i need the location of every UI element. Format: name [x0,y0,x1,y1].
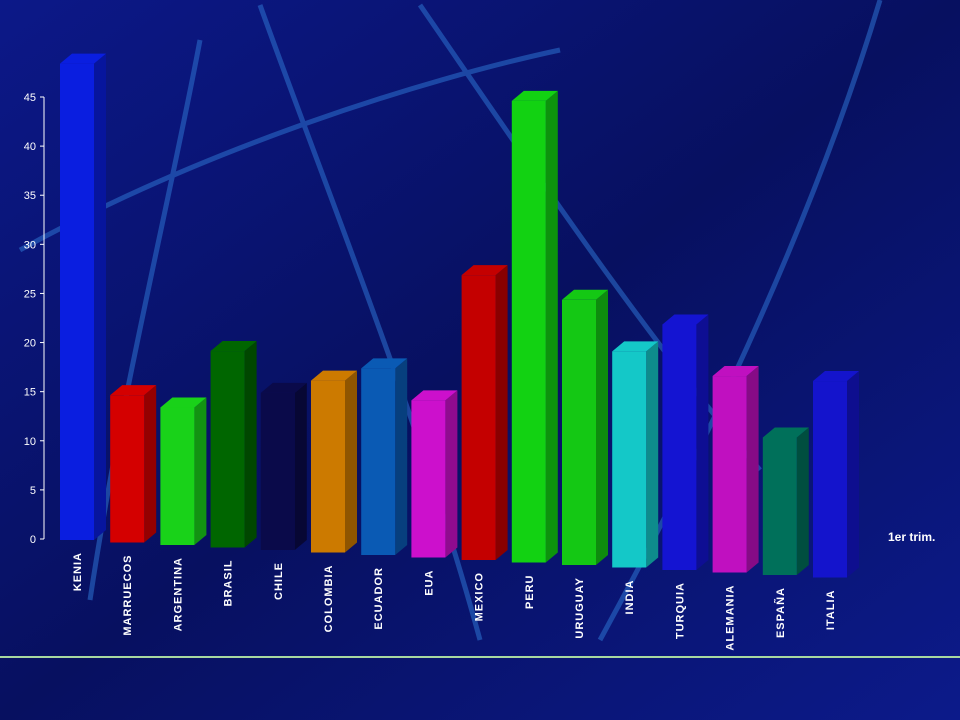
bar-side [746,366,759,573]
bar-top [311,370,357,381]
bar-side [596,289,608,565]
y-tick-label: 0 [30,534,36,546]
bar [110,395,145,543]
bar-top [762,427,809,438]
bar-side [495,265,508,560]
x-tick-label: EUA [423,570,435,596]
bar-top [461,265,508,276]
bar-top [110,385,157,396]
bar-top [612,341,659,352]
x-tick-label: INDIA [624,580,636,615]
bar-side [847,371,859,578]
bar-top [662,314,709,325]
bar [662,324,697,570]
bar-side [545,90,558,563]
bar-top [260,382,307,393]
bar [612,351,647,568]
x-tick-label: BRASIL [223,560,235,607]
bar [361,368,396,555]
bar [260,392,295,550]
bar-top [210,341,257,352]
bar [712,376,747,573]
x-tick-label: ECUADOR [373,567,385,630]
y-tick-label: 5 [30,485,36,497]
bar-side [244,341,257,548]
bar [562,299,596,565]
bar-side [445,390,458,558]
bar-top [813,371,859,382]
x-tick-label: MARRUECOS [122,555,134,636]
x-tick-label: PERU [524,575,536,610]
x-tick-label: ALEMANIA [725,585,737,651]
bar [762,437,797,575]
bar [411,400,446,558]
bar-top [160,397,207,408]
bar-side [294,382,307,550]
y-tick-label: 10 [24,436,36,448]
y-tick-label: 15 [24,387,36,399]
bar-top [511,90,558,101]
bar-side [796,427,809,575]
bar [210,351,245,548]
x-tick-label: URUGUAY [574,577,586,639]
bar-side [345,370,357,553]
bar-top [712,366,759,377]
bar-side [144,385,157,543]
x-tick-label: CHILE [273,562,285,600]
bar-top [60,53,106,64]
y-tick-label: 30 [24,239,36,251]
x-tick-label: MEXICO [474,572,486,621]
x-tick-label: KENIA [72,552,84,591]
bar-side [194,397,207,545]
y-tick-label: 45 [24,92,36,104]
bar-side [94,53,106,540]
x-tick-label: ITALIA [825,590,837,631]
bar-top [411,390,458,401]
y-tick-label: 40 [24,141,36,153]
bar [60,63,94,540]
bar-side [395,358,408,555]
y-tick-label: 35 [24,190,36,202]
x-tick-label: TURQUIA [674,582,686,639]
bar [813,381,847,578]
x-tick-label: ESPAÑA [774,587,787,638]
bar-top [361,358,408,369]
y-tick-label: 20 [24,338,36,350]
bar-side [696,314,709,570]
x-tick-label: ARGENTINA [172,557,184,631]
bar [311,380,345,553]
bar [461,275,496,560]
bar [160,407,195,545]
bar-side [646,341,659,568]
bar [511,100,546,563]
x-tick-label: COLOMBIA [323,565,335,633]
y-tick-label: 25 [24,288,36,300]
bar-top [562,289,608,300]
legend-label: 1er trim. [888,530,935,544]
